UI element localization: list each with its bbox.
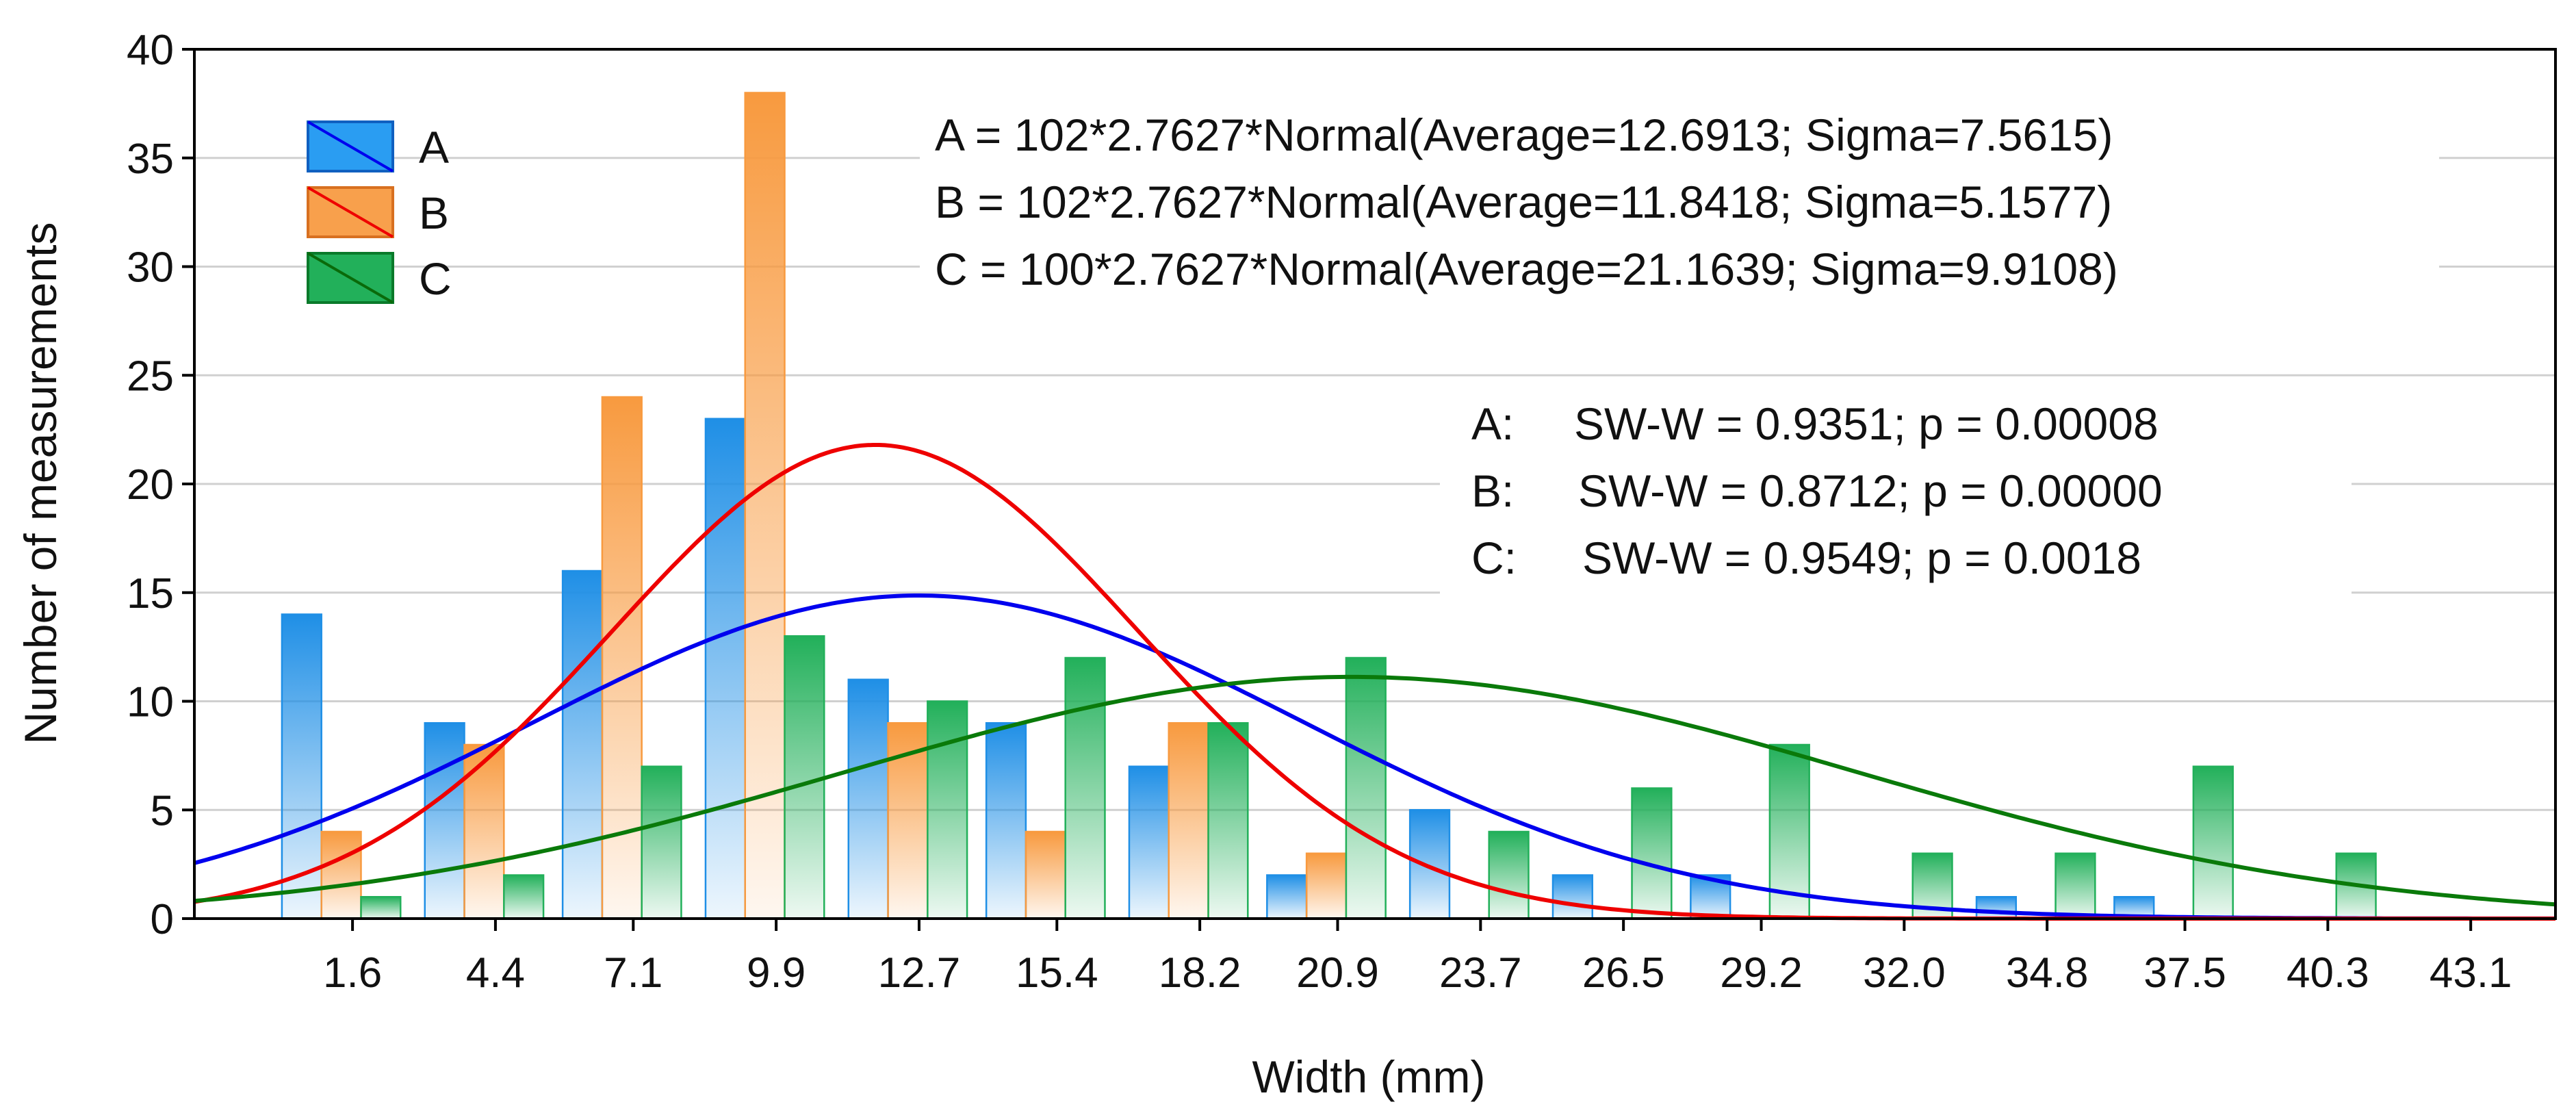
equation-b: B = 102*2.7627*Normal(Average=11.8418; S… xyxy=(935,177,2112,227)
x-tick-label: 23.7 xyxy=(1439,949,1522,997)
bar-a-18.2 xyxy=(1128,765,1170,920)
bar-c-4.4 xyxy=(503,874,545,920)
bar-c-9.9 xyxy=(784,635,825,920)
bar-a-15.4 xyxy=(985,722,1027,920)
normality-tests: A: SW-W = 0.9351; p = 0.00008 B: SW-W = … xyxy=(1440,378,2352,596)
stat-a-text: SW-W = 0.9351; p = 0.00008 xyxy=(1574,398,2159,449)
legend-item-c: C xyxy=(307,252,452,304)
y-tick-label: 15 xyxy=(127,570,174,617)
legend-line-a xyxy=(307,120,394,172)
bar-a-23.7 xyxy=(1408,809,1451,920)
x-tick-label: 26.5 xyxy=(1582,949,1665,997)
bar-c-26.5 xyxy=(1631,787,1673,920)
bar-b-18.2 xyxy=(1168,722,1209,920)
legend-label-a: A xyxy=(419,122,449,172)
x-axis-ticks: 1.6 4.4 7.1 9.9 12.7 15.4 18.2 20.9 23.7 26.5 29.2… xyxy=(323,919,2512,997)
bar-b-1.6 xyxy=(320,830,362,920)
y-axis-title: Number of measurements xyxy=(15,222,66,745)
bar-c-15.4 xyxy=(1064,656,1106,920)
y-tick-label: 40 xyxy=(127,27,174,74)
bar-c-20.9 xyxy=(1345,656,1387,920)
bar-a-12.7 xyxy=(847,678,889,920)
x-tick-label: 7.1 xyxy=(604,949,662,997)
bar-c-12.7 xyxy=(927,700,968,920)
stat-b-text: SW-W = 0.8712; p = 0.00000 xyxy=(1578,465,2163,516)
legend-item-b: B xyxy=(307,186,449,238)
legend-line-b xyxy=(307,186,394,238)
x-tick-label: 15.4 xyxy=(1016,949,1098,997)
legend: A B C xyxy=(307,120,452,304)
fit-curve-c xyxy=(194,674,2556,907)
legend-item-a: A xyxy=(307,120,449,172)
bar-c-37.5 xyxy=(2192,765,2234,920)
equation-c: C = 100*2.7627*Normal(Average=21.1639; S… xyxy=(935,244,2118,294)
stat-c-label: C: xyxy=(1471,533,1517,583)
bar-a-7.1 xyxy=(561,570,604,920)
fit-equations: A = 102*2.7627*Normal(Average=12.6913; S… xyxy=(920,96,2439,309)
x-tick-label: 40.3 xyxy=(2287,949,2369,997)
stat-b-label: B: xyxy=(1471,465,1514,516)
y-tick-label: 35 xyxy=(127,136,174,183)
bar-c-7.1 xyxy=(641,765,682,920)
y-tick-label: 20 xyxy=(127,461,174,509)
histogram-bars xyxy=(281,92,2377,920)
x-tick-label: 32.0 xyxy=(1863,949,1946,997)
y-tick-label: 0 xyxy=(151,896,174,943)
bar-c-34.8 xyxy=(2055,852,2096,920)
y-tick-label: 10 xyxy=(127,679,174,726)
y-axis-ticks: 0 5 10 15 20 25 30 35 40 xyxy=(127,27,194,943)
bar-b-4.4 xyxy=(463,743,505,920)
y-tick-label: 25 xyxy=(127,353,174,400)
bar-a-26.5 xyxy=(1551,874,1594,920)
bar-c-18.2 xyxy=(1207,722,1249,920)
x-tick-label: 4.4 xyxy=(466,949,525,997)
bar-b-20.9 xyxy=(1305,852,1348,920)
bar-b-15.4 xyxy=(1025,830,1066,920)
x-tick-label: 34.8 xyxy=(2006,949,2089,997)
x-tick-label: 9.9 xyxy=(747,949,806,997)
y-tick-label: 5 xyxy=(151,787,174,834)
x-tick-label: 12.7 xyxy=(878,949,961,997)
y-tick-label: 30 xyxy=(127,244,174,292)
stat-a-label: A: xyxy=(1471,398,1514,449)
bar-c-1.6 xyxy=(360,896,402,920)
bar-b-9.9 xyxy=(744,92,786,920)
x-tick-label: 1.6 xyxy=(323,949,382,997)
bar-a-20.9 xyxy=(1266,874,1308,920)
bar-a-4.4 xyxy=(424,722,465,920)
x-axis-title: Width (mm) xyxy=(1252,1051,1486,1102)
stat-c-text: SW-W = 0.9549; p = 0.0018 xyxy=(1582,533,2141,583)
x-tick-label: 37.5 xyxy=(2143,949,2226,997)
x-tick-label: 20.9 xyxy=(1296,949,1379,997)
x-tick-label: 18.2 xyxy=(1159,949,1241,997)
legend-label-c: C xyxy=(419,253,452,304)
bar-a-34.8 xyxy=(1975,896,2018,920)
legend-label-b: B xyxy=(419,188,449,238)
legend-line-c xyxy=(307,252,394,304)
equation-a: A = 102*2.7627*Normal(Average=12.6913; S… xyxy=(935,110,2113,160)
x-tick-label: 43.1 xyxy=(2430,949,2512,997)
bar-c-23.7 xyxy=(1488,830,1530,920)
x-tick-label: 29.2 xyxy=(1720,949,1803,997)
bar-a-9.9 xyxy=(704,418,746,920)
bar-b-7.1 xyxy=(601,396,643,920)
